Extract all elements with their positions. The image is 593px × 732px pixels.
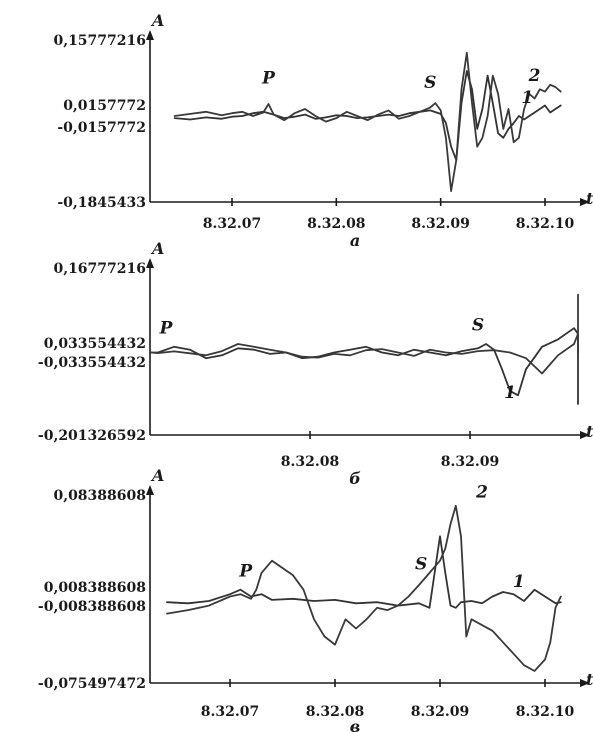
- x-tick-label: 8.32.09: [441, 454, 499, 470]
- annotation-S: S: [415, 554, 427, 574]
- y-tick-label: -0,1845433: [57, 195, 146, 211]
- annotation-1: 1: [504, 383, 516, 403]
- x-tick-label: 8.32.08: [281, 454, 339, 470]
- y-tick-label: 0,008388608: [44, 580, 146, 596]
- x-axis-label: t: [586, 670, 593, 689]
- annotation-P: P: [261, 68, 276, 88]
- y-tick-label: -0,008388608: [38, 599, 146, 615]
- y-tick-label: 0,16777216: [53, 261, 146, 277]
- y-tick-label: 0,08388608: [53, 488, 146, 504]
- series-line-2: [173, 51, 562, 193]
- x-tick-label: 8.32.09: [411, 704, 469, 720]
- panel-label: б: [349, 469, 361, 488]
- y-tick-label: 0,033554432: [44, 336, 146, 352]
- y-tick-label: 0,0157772: [63, 98, 146, 114]
- y-axis-label: A: [150, 11, 164, 30]
- x-axis-arrow: [580, 679, 590, 687]
- x-tick-label: 8.32.07: [203, 216, 261, 232]
- annotation-P: P: [238, 562, 253, 582]
- x-tick-label: 8.32.07: [201, 704, 259, 720]
- series-line-2: [149, 293, 579, 375]
- chart-panel-2: At 0,16777216 0,033554432 -0,033554432 -0,20…: [38, 239, 593, 488]
- x-tick-label: 8.32.08: [306, 704, 364, 720]
- panel-label: а: [350, 231, 360, 250]
- y-tick-label: -0,075497472: [38, 676, 146, 692]
- series-line-1: [166, 535, 562, 609]
- x-axis-arrow: [580, 431, 590, 439]
- annotation-2: 2: [528, 66, 541, 86]
- x-axis-label: t: [586, 189, 593, 208]
- x-axis-label: t: [586, 422, 593, 441]
- y-axis-arrow: [146, 485, 154, 495]
- annotation-1: 1: [513, 572, 525, 592]
- y-tick-label: 0,15777216: [53, 33, 146, 49]
- series-line-2: [166, 504, 562, 672]
- y-axis-label: A: [150, 466, 164, 485]
- panel-label: в: [350, 717, 361, 732]
- x-tick-label: 8.32.10: [516, 704, 575, 720]
- y-tick-label: -0,201326592: [38, 428, 146, 444]
- y-tick-label: -0,033554432: [38, 355, 146, 371]
- x-tick-label: 8.32.09: [411, 216, 469, 232]
- chart-panel-3: At 0,08388608 0,008388608 -0,008388608 -0,07…: [38, 466, 593, 732]
- y-axis-label: A: [150, 239, 164, 258]
- x-tick-label: 8.32.08: [307, 216, 365, 232]
- annotation-2: 2: [475, 482, 488, 502]
- annotation-S: S: [472, 316, 484, 336]
- x-axis-arrow: [580, 198, 590, 206]
- y-axis-arrow: [146, 258, 154, 268]
- annotation-S: S: [424, 73, 436, 93]
- annotation-P: P: [159, 318, 174, 338]
- x-tick-label: 8.32.10: [516, 216, 575, 232]
- y-tick-label: -0,0157772: [57, 120, 146, 136]
- y-axis-arrow: [146, 30, 154, 40]
- chart-panel-1: At 0,15777216 0,0157772 -0,0157772 -0,184543…: [53, 11, 593, 250]
- annotation-1: 1: [521, 88, 533, 108]
- series-line-1: [173, 70, 562, 161]
